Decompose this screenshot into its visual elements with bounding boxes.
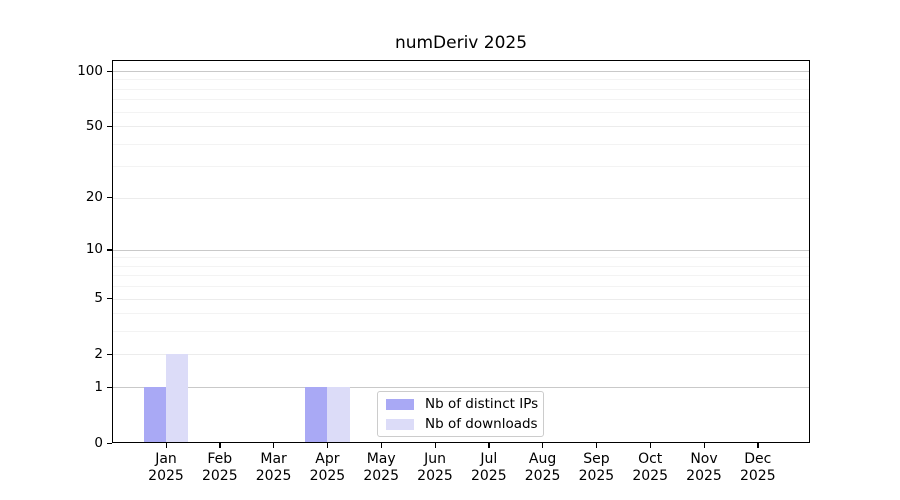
grid-line xyxy=(113,265,809,267)
grid-line xyxy=(113,197,809,199)
x-tick-label: Oct 2025 xyxy=(632,451,668,484)
grid-line xyxy=(113,88,809,90)
y-tick xyxy=(107,70,112,72)
x-tick xyxy=(542,443,544,448)
y-tick xyxy=(107,298,112,300)
grid-line xyxy=(113,387,809,389)
x-tick-label: Sep 2025 xyxy=(578,451,615,484)
grid-line xyxy=(113,79,809,81)
legend-swatch xyxy=(386,418,414,430)
y-tick-label: 50 xyxy=(85,117,103,134)
grid-line xyxy=(113,286,809,288)
y-tick xyxy=(107,442,112,444)
grid-line xyxy=(113,354,809,356)
x-tick-label: Feb 2025 xyxy=(201,451,238,484)
grid-line xyxy=(113,275,809,277)
grid-line xyxy=(113,126,809,128)
plot-border xyxy=(112,60,810,443)
grid-line xyxy=(113,71,809,72)
grid-line xyxy=(113,166,809,168)
x-tick xyxy=(488,443,490,448)
y-tick-label: 20 xyxy=(85,189,103,206)
x-tick-label: May 2025 xyxy=(363,451,399,484)
x-tick xyxy=(273,443,275,448)
y-tick xyxy=(107,386,112,388)
y-tick-label: 1 xyxy=(94,378,103,395)
x-tick-label: Jun 2025 xyxy=(417,451,453,484)
grid-line xyxy=(113,99,809,101)
grid-line xyxy=(113,331,809,333)
bar-nb-of-distinct-ips xyxy=(305,387,328,443)
x-tick xyxy=(434,443,436,448)
legend-label: Nb of distinct IPs xyxy=(425,396,539,412)
y-tick xyxy=(107,353,112,356)
x-tick-label: Aug 2025 xyxy=(524,451,561,484)
bar-nb-of-downloads xyxy=(166,354,189,443)
legend-label: Nb of downloads xyxy=(425,416,538,432)
grid-line xyxy=(113,249,809,251)
legend-row: Nb of downloads xyxy=(386,416,538,432)
x-tick xyxy=(165,443,167,448)
y-tick-label: 10 xyxy=(85,241,103,258)
grid-line xyxy=(113,298,809,300)
x-tick xyxy=(326,443,329,448)
chart-title: numDeriv 2025 xyxy=(394,33,528,53)
x-tick xyxy=(649,443,651,448)
grid-line xyxy=(113,143,809,145)
x-tick xyxy=(757,443,759,448)
x-tick xyxy=(219,443,221,448)
x-tick-label: Nov 2025 xyxy=(686,451,722,484)
legend: Nb of distinct IPs Nb of downloads xyxy=(377,391,544,437)
x-tick xyxy=(595,443,598,448)
legend-swatch xyxy=(386,398,414,410)
y-tick xyxy=(107,249,112,251)
x-tick-label: Apr 2025 xyxy=(309,451,346,484)
x-tick-label: Jul 2025 xyxy=(470,451,507,484)
x-tick-label: Jan 2025 xyxy=(148,451,184,484)
y-tick xyxy=(107,197,112,199)
y-tick-label: 100 xyxy=(77,62,103,79)
x-tick xyxy=(380,443,382,448)
grid-line xyxy=(113,111,809,113)
grid-line xyxy=(113,313,809,315)
x-tick-label: Dec 2025 xyxy=(739,451,776,484)
y-tick xyxy=(107,125,112,127)
bar-nb-of-distinct-ips xyxy=(143,387,166,443)
y-tick-label: 0 xyxy=(94,434,103,451)
y-tick-label: 2 xyxy=(94,345,103,362)
legend-row: Nb of distinct IPs xyxy=(386,396,539,412)
grid-line xyxy=(113,257,809,259)
y-tick-label: 5 xyxy=(94,290,103,307)
x-tick-label: Mar 2025 xyxy=(255,451,292,484)
x-tick xyxy=(703,443,705,448)
bar-nb-of-downloads xyxy=(327,387,350,443)
